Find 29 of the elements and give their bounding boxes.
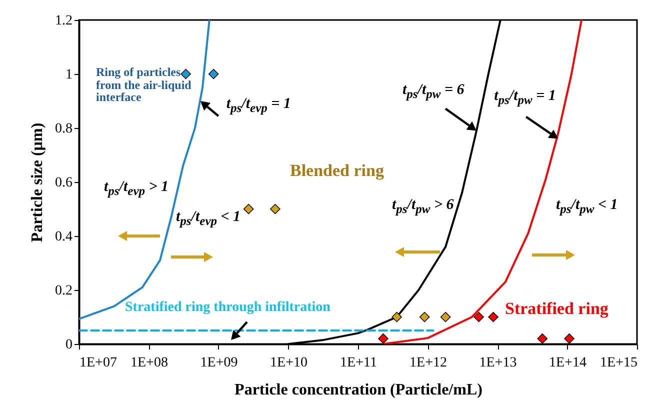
x-tick-label: 1E+08 (130, 356, 168, 370)
y-tick-label: 0.8 (55, 122, 72, 136)
annotation: t$_{ps}$/t$_{evp}$ > 1 (104, 179, 169, 198)
x-tick-label: 1E+12 (410, 356, 447, 370)
x-tick-label: 1E+14 (549, 356, 586, 370)
x-tick-label: 1E+07 (80, 356, 117, 370)
y-tick-label: 0.2 (55, 284, 72, 298)
annotation: t$_{ps}$/t$_{pw}$ = 1 (494, 88, 556, 107)
annotation: t$_{ps}$/t$_{evp}$ = 1 (226, 96, 291, 116)
y-tick-label: 0.4 (55, 230, 72, 244)
x-tick-label: 1E+11 (340, 356, 377, 370)
x-tick-label: 1E+10 (270, 356, 308, 370)
annotation: Blended ring (290, 161, 384, 180)
x-tick-label: 1E+15 (600, 356, 638, 370)
annotation: Ring of particles from the air-liquid interface (96, 65, 192, 104)
annotation: t$_{ps}$/t$_{pw}$ > 6 (392, 197, 454, 216)
annotation: Stratified ring through infiltration (125, 300, 330, 316)
y-tick-label: 1 (66, 68, 72, 82)
y-tick-label: 0.6 (55, 176, 72, 190)
annotation: t$_{ps}$/t$_{evp}$ < 1 (176, 209, 241, 228)
y-axis-title: Particle size (µm) (29, 122, 46, 242)
annotation: t$_{ps}$/t$_{pw}$ = 6 (402, 82, 464, 101)
y-tick-label: 1.2 (55, 14, 72, 28)
x-axis-title: Particle concentration (Particle/mL) (234, 382, 482, 398)
x-tick-label: 1E+13 (479, 356, 517, 370)
annotation: Stratified ring (505, 299, 608, 318)
annotation: t$_{ps}$/t$_{pw}$ < 1 (556, 197, 618, 216)
x-tick-label: 1E+09 (200, 356, 238, 370)
y-tick-label: 0 (66, 338, 72, 352)
